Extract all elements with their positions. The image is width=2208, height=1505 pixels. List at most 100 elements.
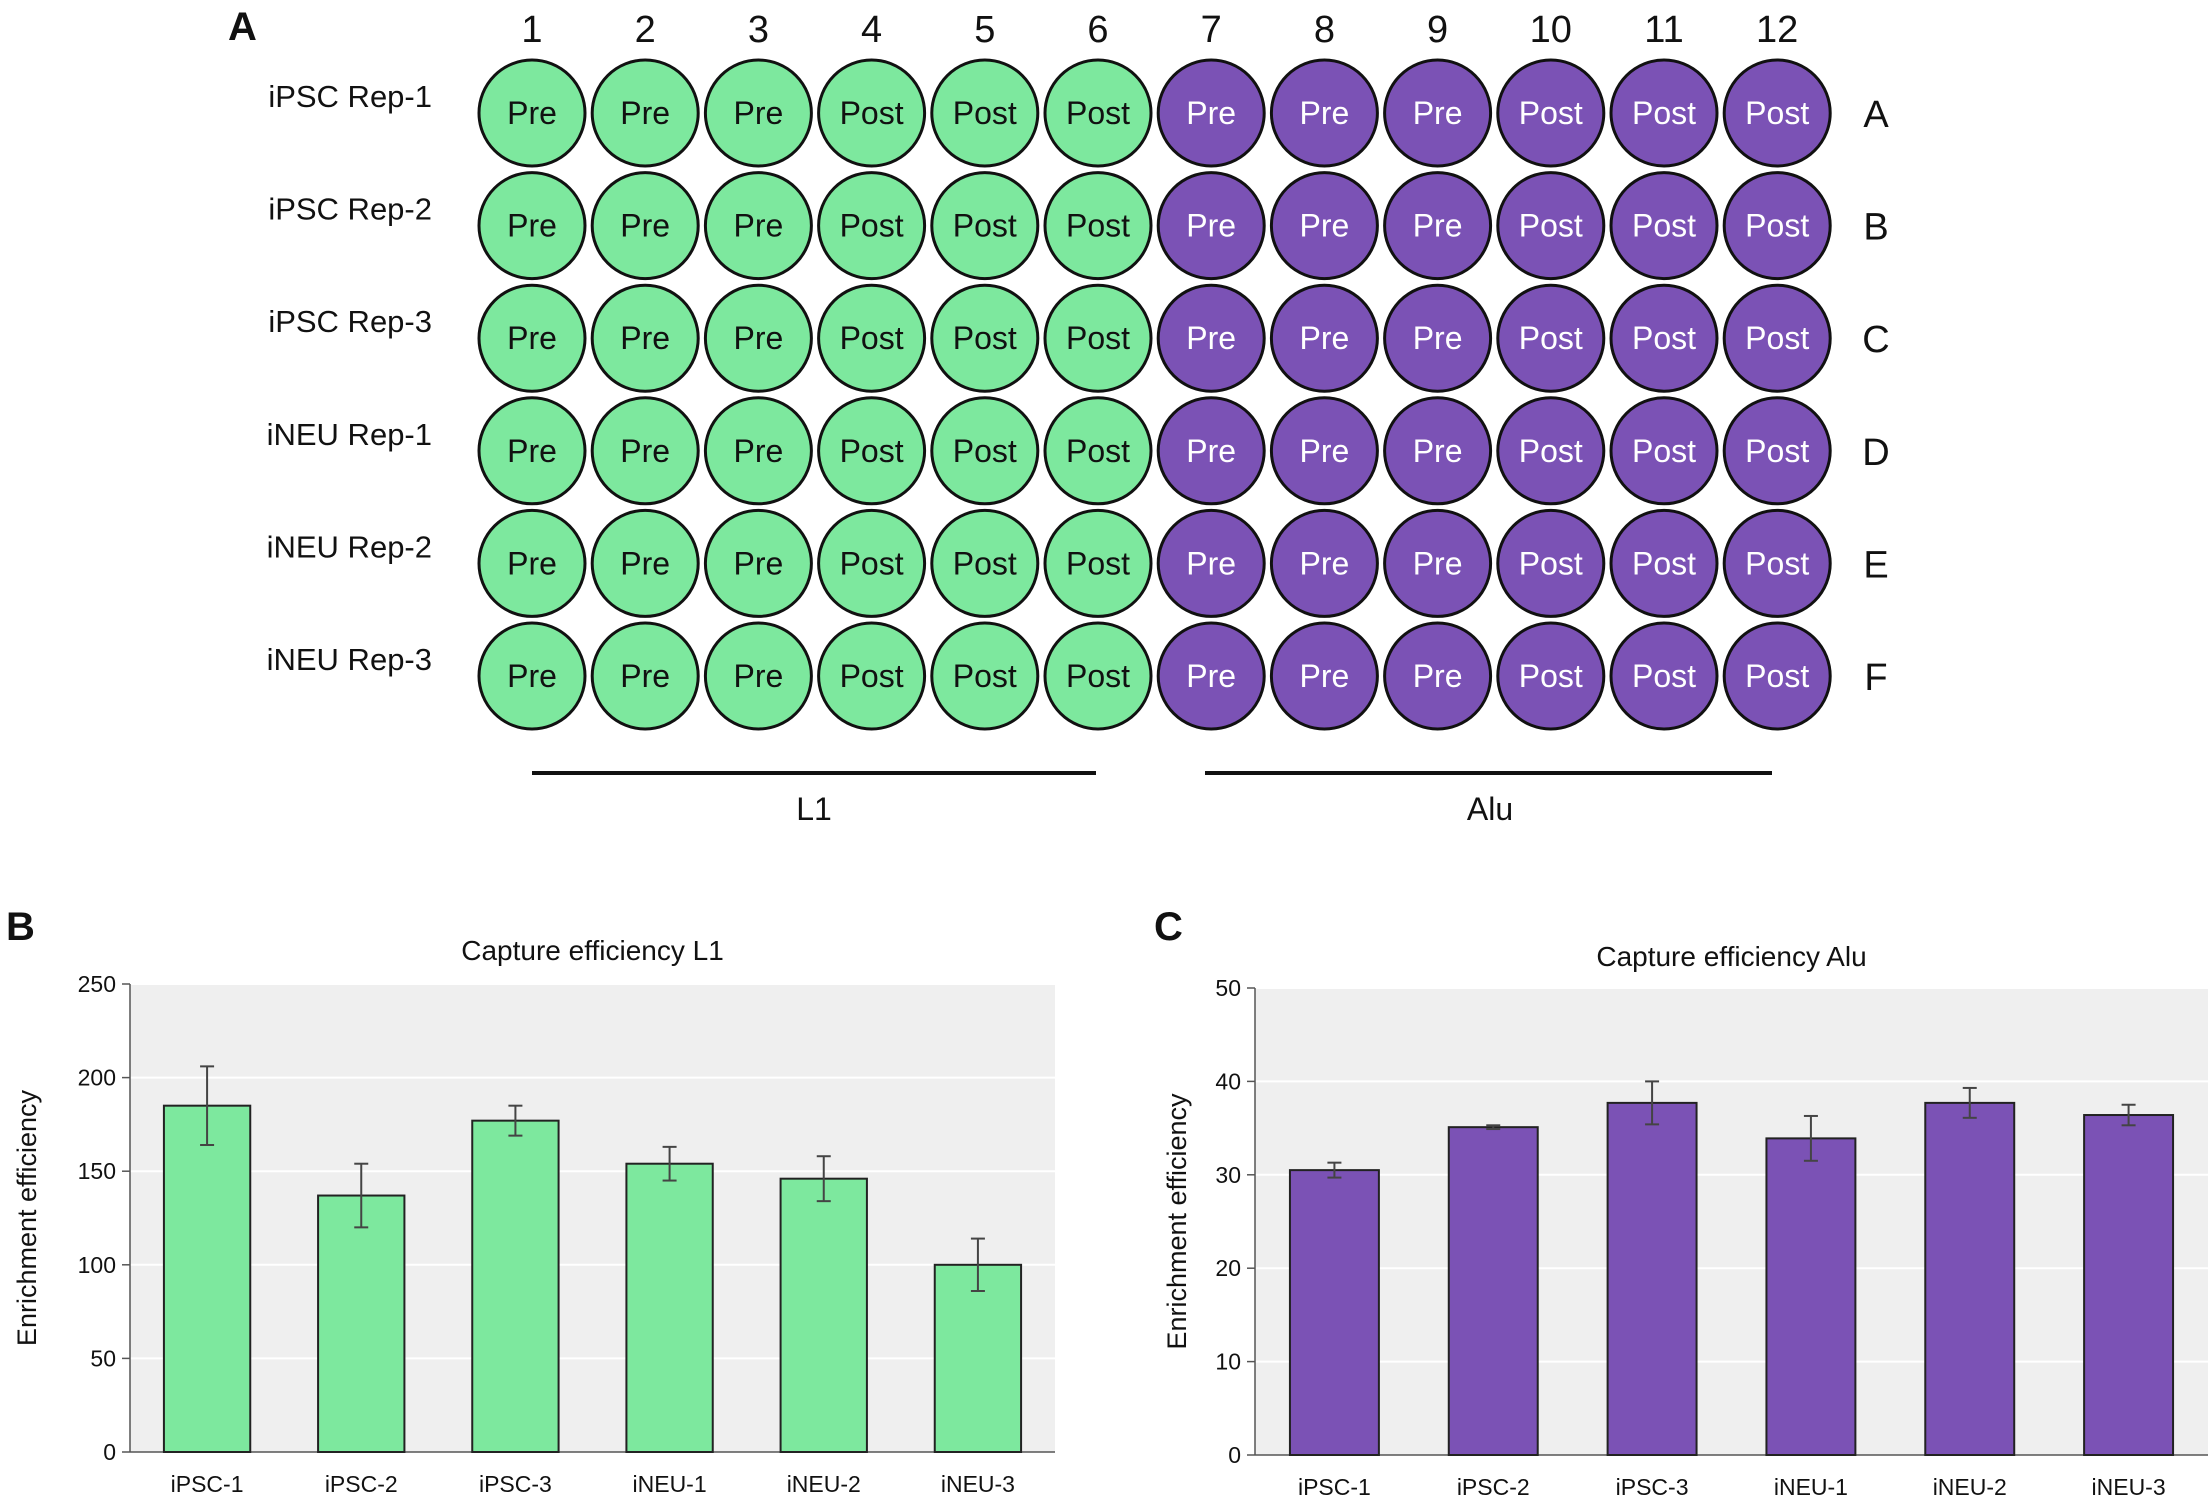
well-alu — [1269, 396, 1379, 506]
well-alu — [1383, 621, 1493, 731]
well-alu — [1496, 396, 1606, 506]
well-label: Pre — [620, 545, 670, 581]
x-tick-label: iPSC-1 — [1298, 1474, 1371, 1500]
well-label: Post — [1632, 433, 1696, 469]
well-label: Post — [1066, 545, 1130, 581]
well-label: Pre — [1300, 320, 1350, 356]
well-label: Pre — [1300, 95, 1350, 131]
y-axis-label: Enrichment efficiency — [12, 1089, 42, 1346]
well-label: Post — [1632, 320, 1696, 356]
row-letter: E — [1863, 544, 1888, 586]
column-number: 2 — [635, 9, 656, 51]
well-alu — [1496, 621, 1606, 731]
well-alu — [1156, 283, 1266, 393]
well-alu — [1496, 171, 1606, 281]
well-alu — [1156, 508, 1266, 618]
well-alu — [1722, 58, 1832, 168]
well-label: Post — [1745, 320, 1809, 356]
well-alu — [1609, 508, 1719, 618]
well-alu — [1383, 58, 1493, 168]
well-l1 — [703, 171, 813, 281]
well-alu — [1722, 396, 1832, 506]
well-label: Post — [1632, 545, 1696, 581]
well-l1 — [703, 396, 813, 506]
well-label: Post — [1745, 545, 1809, 581]
well-label: Pre — [1186, 545, 1236, 581]
well-l1 — [930, 396, 1040, 506]
well-l1 — [817, 171, 927, 281]
bar — [1447, 1126, 1539, 1457]
well-alu — [1609, 171, 1719, 281]
x-tick-label: iNEU-3 — [941, 1471, 1015, 1497]
row-sample-name: iPSC Rep-3 — [268, 304, 432, 339]
well-alu — [1269, 508, 1379, 618]
well-l1 — [477, 396, 587, 506]
y-tick-label: 30 — [1215, 1162, 1241, 1188]
well-label: Post — [840, 545, 904, 581]
well-label: Post — [1519, 95, 1583, 131]
l1-group-label: L1 — [796, 791, 832, 827]
well-l1 — [817, 508, 927, 618]
well-label: Pre — [1413, 658, 1463, 694]
well-l1 — [703, 621, 813, 731]
well-label: Pre — [1300, 658, 1350, 694]
well-label: Pre — [1413, 208, 1463, 244]
row-sample-name: iNEU Rep-3 — [267, 642, 432, 677]
bar — [2083, 1114, 2175, 1457]
bar — [1606, 1101, 1698, 1456]
well-l1 — [1043, 283, 1153, 393]
y-tick-label: 250 — [78, 971, 116, 997]
well-alu — [1156, 396, 1266, 506]
well-alu — [1383, 283, 1493, 393]
well-l1 — [590, 508, 700, 618]
y-tick-label: 100 — [78, 1252, 116, 1278]
well-label: Post — [1519, 433, 1583, 469]
well-l1 — [703, 508, 813, 618]
well-label: Post — [953, 320, 1017, 356]
well-label: Pre — [507, 208, 557, 244]
bar — [471, 1119, 560, 1453]
well-label: Post — [1745, 208, 1809, 244]
well-label: Pre — [734, 545, 784, 581]
bar — [317, 1194, 406, 1453]
y-tick-label: 40 — [1215, 1068, 1241, 1094]
x-tick-label: iNEU-3 — [2092, 1474, 2166, 1500]
row-letter: D — [1862, 432, 1889, 474]
y-tick-label: 20 — [1215, 1255, 1241, 1281]
well-label: Post — [840, 320, 904, 356]
well-label: Pre — [1186, 95, 1236, 131]
row-sample-name: iNEU Rep-1 — [267, 417, 432, 452]
well-label: Post — [1066, 320, 1130, 356]
column-number: 10 — [1530, 9, 1572, 51]
well-alu — [1722, 171, 1832, 281]
well-label: Pre — [734, 208, 784, 244]
well-label: Pre — [620, 320, 670, 356]
x-tick-label: iNEU-2 — [1933, 1474, 2007, 1500]
well-label: Pre — [620, 433, 670, 469]
well-label: Pre — [507, 545, 557, 581]
well-label: Post — [953, 95, 1017, 131]
well-label: Post — [1519, 545, 1583, 581]
well-alu — [1383, 171, 1493, 281]
well-alu — [1156, 171, 1266, 281]
well-label: Post — [1632, 658, 1696, 694]
well-l1 — [817, 283, 927, 393]
well-label: Post — [1066, 95, 1130, 131]
y-tick-label: 200 — [78, 1065, 116, 1091]
row-letter: A — [1863, 94, 1889, 136]
column-number: 4 — [861, 9, 882, 51]
plot-area — [130, 984, 1055, 1452]
y-tick-label: 0 — [103, 1439, 116, 1465]
well-label: Pre — [734, 658, 784, 694]
well-l1 — [590, 171, 700, 281]
well-label: Pre — [620, 95, 670, 131]
row-letter: F — [1864, 657, 1887, 699]
well-alu — [1609, 396, 1719, 506]
bar — [162, 1104, 252, 1454]
column-number: 12 — [1756, 9, 1798, 51]
y-axis-label: Enrichment efficiency — [1162, 1093, 1192, 1350]
well-label: Pre — [1186, 320, 1236, 356]
column-number: 11 — [1644, 9, 1683, 51]
y-tick-label: 150 — [78, 1158, 116, 1184]
